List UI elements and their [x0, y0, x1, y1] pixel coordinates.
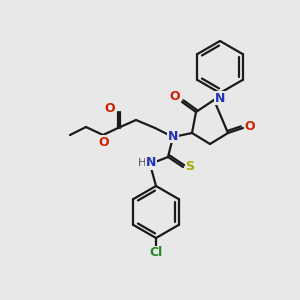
Text: O: O	[245, 119, 255, 133]
Text: O: O	[99, 136, 109, 148]
Text: H: H	[138, 158, 146, 168]
Text: N: N	[168, 130, 178, 142]
Text: O: O	[170, 91, 180, 103]
Text: S: S	[185, 160, 194, 173]
Text: O: O	[105, 101, 115, 115]
Text: Cl: Cl	[149, 247, 163, 260]
Text: N: N	[215, 92, 225, 104]
Text: N: N	[146, 157, 156, 169]
